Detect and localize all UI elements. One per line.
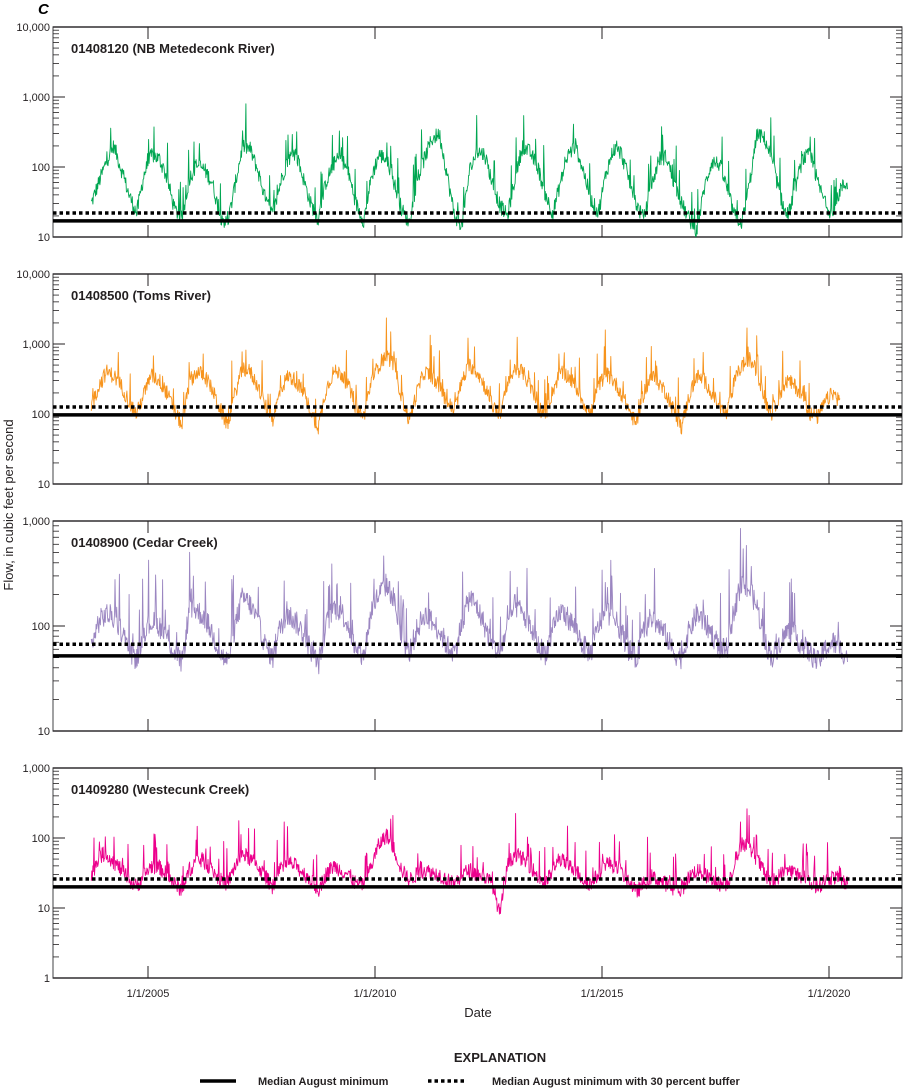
y-tick-label: 10: [38, 232, 50, 244]
legend-title: EXPLANATION: [454, 1050, 546, 1065]
y-tick-label: 10: [38, 903, 50, 915]
panel-4: 1 10 100 1,000 01409280 (Westecunk Creek): [22, 763, 903, 985]
x-tick-label: 1/1/2010: [354, 988, 397, 1000]
flow-series-line: [90, 317, 841, 435]
flow-series-line: [90, 103, 848, 237]
y-tick-label: 10: [38, 479, 50, 491]
panel-title: 01408500 (Toms River): [71, 288, 211, 303]
y-tick-label: 10,000: [16, 22, 50, 34]
legend: EXPLANATION Median August minimum Median…: [200, 1050, 740, 1088]
flow-series-line: [90, 527, 848, 675]
legend-item-median-august-minimum: Median August minimum: [258, 1076, 389, 1088]
y-tick-label: 1,000: [22, 92, 50, 104]
x-tick-label: 1/1/2015: [581, 988, 624, 1000]
y-tick-label: 100: [32, 833, 50, 845]
plot-frame: [52, 520, 903, 732]
panel-title: 01409280 (Westecunk Creek): [71, 782, 249, 797]
panel-3: 10 100 1,000 01408900 (Cedar Creek): [22, 516, 903, 738]
panel-title: 01408120 (NB Metedeconk River): [71, 41, 275, 56]
y-tick-label: 1,000: [22, 763, 50, 775]
panel-2: 10 100 1,000 10,000 01408500 (Toms River): [16, 269, 903, 491]
flow-series-line: [90, 808, 848, 915]
panel-title: 01408900 (Cedar Creek): [71, 535, 218, 550]
legend-item-median-august-minimum-buffer: Median August minimum with 30 percent bu…: [492, 1076, 740, 1088]
y-tick-label: 100: [32, 621, 50, 633]
x-axis-title: Date: [464, 1005, 491, 1020]
y-tick-label: 1: [44, 973, 50, 985]
panels: 10 100 1,000 10,000 01408120 (NB Metedeconk …: [16, 22, 903, 985]
y-tick-label: 100: [32, 409, 50, 421]
y-tick-label: 1,000: [22, 516, 50, 528]
y-tick-label: 1,000: [22, 339, 50, 351]
panel-letter: C: [38, 1, 50, 18]
plot-frame: [52, 273, 903, 485]
y-axis-title: Flow, in cubic feet per second: [1, 419, 16, 590]
y-tick-label: 10: [38, 726, 50, 738]
panel-1: 10 100 1,000 10,000 01408120 (NB Metedeconk …: [16, 22, 903, 244]
y-tick-label: 10,000: [16, 269, 50, 281]
x-tick-label: 1/1/2020: [808, 988, 851, 1000]
y-tick-label: 100: [32, 162, 50, 174]
x-tick-label: 1/1/2005: [127, 988, 170, 1000]
x-axis-tick-labels: 1/1/2005 1/1/2010 1/1/2015 1/1/2020: [127, 988, 851, 1000]
